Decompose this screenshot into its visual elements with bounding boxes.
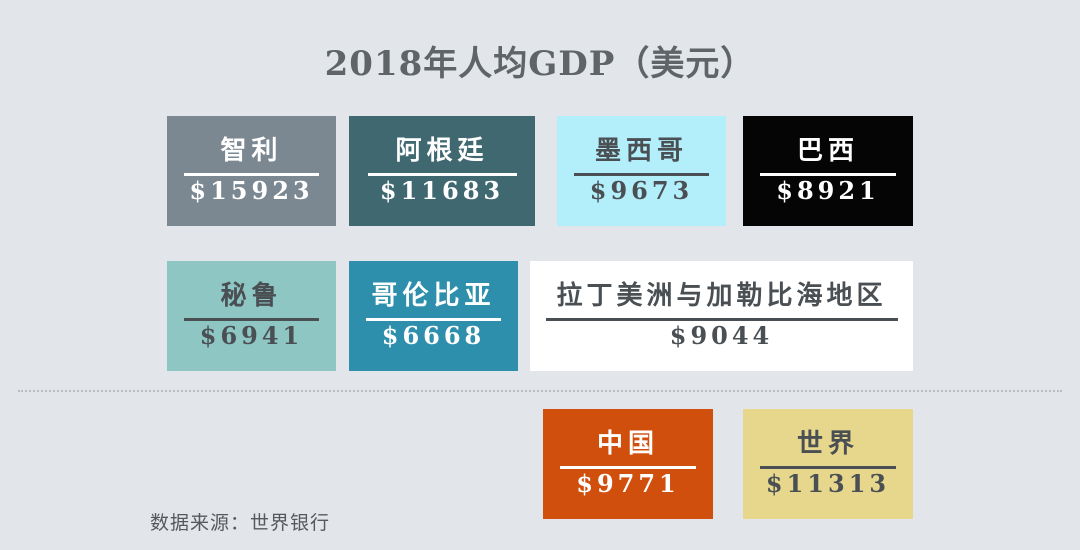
tile-1: 智利 $15923: [167, 116, 336, 226]
tile-value: $6668: [381, 321, 486, 350]
tile-name: 智利: [220, 136, 283, 166]
tile-5: 秘鲁 $6941: [167, 261, 336, 371]
tile-name: 世界: [796, 429, 859, 459]
tile-name: 秘鲁: [220, 281, 283, 311]
tile-name: 中国: [596, 429, 659, 459]
tile-value: $11313: [765, 469, 891, 498]
tile-6: 哥伦比亚 $6668: [349, 261, 518, 371]
source-note: 数据来源：世界银行: [150, 512, 331, 534]
tile-rule: [184, 318, 319, 321]
tile-rule: [368, 173, 517, 176]
tile-2: 阿根廷 $11683: [349, 116, 535, 226]
tile-3: 墨西哥 $9673: [557, 116, 726, 226]
tile-value: $9771: [576, 469, 680, 498]
tile-name: 巴西: [796, 136, 859, 166]
tile-rule: [560, 466, 696, 469]
tile-rule: [366, 318, 501, 321]
chart-title: 2018年人均GDP（美元）: [324, 44, 756, 84]
tile-7: 拉丁美洲与加勒比海地区 $9044: [530, 261, 913, 371]
tile-rule: [546, 318, 898, 321]
tile-value: $8921: [776, 176, 880, 205]
tile-name: 墨西哥: [594, 136, 688, 166]
divider: [18, 390, 1062, 392]
tile-rule: [760, 466, 896, 469]
tile-8: 中国 $9771: [543, 409, 713, 519]
tile-name: 哥伦比亚: [371, 281, 496, 311]
tile-value: $9673: [589, 176, 694, 205]
tile-name: 阿根廷: [395, 136, 489, 166]
tile-9: 世界 $11313: [743, 409, 913, 519]
tile-rule: [760, 173, 896, 176]
tile-value: $15923: [189, 176, 314, 205]
tile-rule: [184, 173, 319, 176]
tile-4: 巴西 $8921: [743, 116, 913, 226]
tile-rule: [574, 173, 709, 176]
tile-value: $11683: [379, 176, 505, 205]
tile-value: $9044: [669, 321, 774, 350]
tile-value: $6941: [199, 321, 304, 350]
tile-name: 拉丁美洲与加勒比海地区: [556, 281, 887, 311]
